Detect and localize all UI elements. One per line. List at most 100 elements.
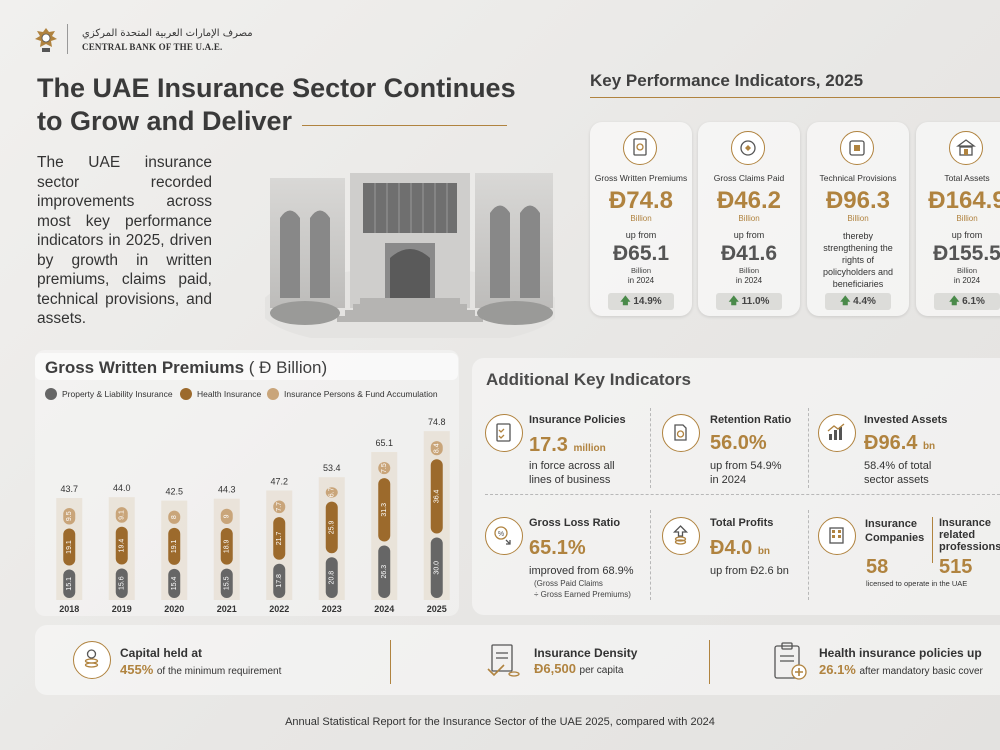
kpi-value: Ð46.2: [716, 187, 782, 214]
bar-segment: [325, 501, 338, 554]
arrow-up-icon: 🡅: [620, 296, 631, 307]
bar-segment: [63, 569, 76, 598]
profit-icon: [662, 517, 700, 555]
data-label: 17.8: [276, 574, 283, 588]
kpi-change-badge: 🡅 6.1%: [934, 293, 1000, 310]
data-label: 19.4: [119, 539, 126, 553]
bar-segment: [63, 508, 76, 525]
chart-title-box: [35, 353, 458, 380]
divider: [650, 408, 651, 488]
divider: [932, 517, 933, 563]
invested-assets-value: Ð96.4 bn: [864, 432, 936, 454]
total-label: 43.7: [60, 484, 78, 494]
bar-segment: [168, 568, 181, 598]
bar-segment: [430, 537, 443, 598]
arrow-up-icon: 🡅: [728, 296, 739, 307]
data-label: 25.9: [329, 521, 336, 535]
additional-indicators-title: Additional Key Indicators: [486, 370, 691, 389]
data-label: 15.1: [66, 577, 73, 591]
bar-segment: [430, 441, 443, 456]
data-label: 20.8: [329, 571, 336, 585]
kpi-change-badge: 🡅 14.9%: [608, 293, 674, 310]
kpi-card-gross-written-premiums: Gross Written Premiums Ð74.8 Billion up …: [590, 122, 692, 316]
legend-item-persons-fund: Insurance Persons & Fund Accumulation: [267, 388, 438, 400]
bar-segment: [273, 563, 286, 598]
kpi-value: Ð96.3: [825, 187, 891, 214]
data-label: 8.4: [434, 443, 441, 453]
data-label: 7.5: [381, 463, 388, 473]
data-label: 8: [171, 515, 178, 519]
loss-ratio-note: (Gross Paid Claims ÷ Gross Earned Premium…: [534, 579, 631, 599]
kpi-previous-value: Ð41.6: [720, 242, 778, 265]
data-label: 15.4: [171, 577, 178, 591]
bottom-highlights-panel: [35, 625, 1000, 695]
bar-segment: [168, 510, 181, 524]
bar-segment: [63, 528, 76, 566]
x-tick-label: 2025: [427, 604, 447, 614]
divider: [650, 510, 651, 600]
title-rule: [302, 125, 507, 126]
x-tick-label: 2018: [59, 604, 79, 614]
legend-item-property-liability: Property & Liability Insurance: [45, 388, 173, 400]
checklist-icon: [485, 414, 523, 452]
density-value: Ð6,500 per capita: [534, 661, 624, 676]
bar-segment: [220, 508, 233, 525]
data-label: 26.3: [381, 565, 388, 579]
bar-segment: [378, 545, 391, 598]
claims-icon: [731, 131, 765, 165]
data-label: 15.5: [224, 576, 231, 590]
divider: [390, 640, 391, 684]
bar-segment: [273, 500, 286, 514]
x-tick-label: 2023: [322, 604, 342, 614]
bar-segment: [220, 568, 233, 598]
legend-swatch: [45, 388, 57, 400]
companies-building-icon: [818, 517, 856, 555]
data-label: 31.3: [381, 503, 388, 517]
total-label: 74.8: [428, 417, 446, 427]
central-bank-building-illustration: [265, 173, 555, 338]
data-label: 9.1: [119, 510, 126, 520]
bar-segment: [115, 568, 128, 598]
kpi-note: thereby strengthening the rights of poli…: [822, 231, 894, 289]
gross-written-premiums-chart: 2018 43.7 15.1 19.1 9.5 2019 44.0 15.6 19.4 9.1 20…: [56, 417, 450, 614]
total-label: 47.2: [270, 477, 288, 487]
kpi-previous-value: Ð65.1: [612, 242, 670, 265]
page-title: The UAE Insurance Sector Continues to Gr…: [37, 73, 516, 136]
kpi-previous-value: Ð155.5: [933, 242, 1000, 265]
uae-emblem-icon: [35, 28, 57, 52]
bar-segment: [325, 487, 338, 498]
additional-indicators-panel: [472, 358, 1000, 615]
premium-document-icon: [623, 131, 657, 165]
companies-value: 58: [866, 556, 889, 578]
kpi-card-gross-claims-paid: Gross Claims Paid Ð46.2 Billion up from …: [698, 122, 800, 316]
bar-segment: [220, 528, 233, 565]
svg-text:%: %: [498, 531, 504, 538]
growth-chart-icon: [818, 414, 856, 452]
health-clipboard-icon: [770, 640, 810, 682]
data-label: 9.5: [66, 511, 73, 521]
logo-english-text: CENTRAL BANK OF THE U.A.E.: [82, 42, 223, 52]
bar-segment: [115, 507, 128, 523]
capital-coins-icon: [73, 641, 111, 679]
total-label: 42.5: [165, 487, 183, 497]
provisions-icon: [840, 131, 874, 165]
data-label: 19.1: [171, 539, 178, 553]
profits-value: Ð4.0 bn: [710, 537, 771, 559]
retention-value: 56.0%: [710, 432, 767, 454]
loss-ratio-value: 65.1%: [529, 537, 586, 559]
divider: [808, 510, 809, 600]
data-label: 18.9: [224, 539, 231, 553]
assets-icon: [949, 131, 983, 165]
bar-segment: [168, 527, 181, 565]
data-label: 15.6: [119, 576, 126, 590]
legend-swatch: [180, 388, 192, 400]
data-label: 19.1: [66, 540, 73, 554]
x-tick-label: 2020: [164, 604, 184, 614]
chart-title: Gross Written Premiums ( Ð Billion): [45, 358, 328, 377]
bar-segment: [378, 478, 391, 542]
kpi-change-badge: 🡅 4.4%: [825, 293, 891, 310]
arrow-up-icon: 🡅: [949, 296, 960, 307]
divider: [709, 640, 710, 684]
bar-segment: [378, 462, 391, 475]
bar-segment: [273, 517, 286, 560]
